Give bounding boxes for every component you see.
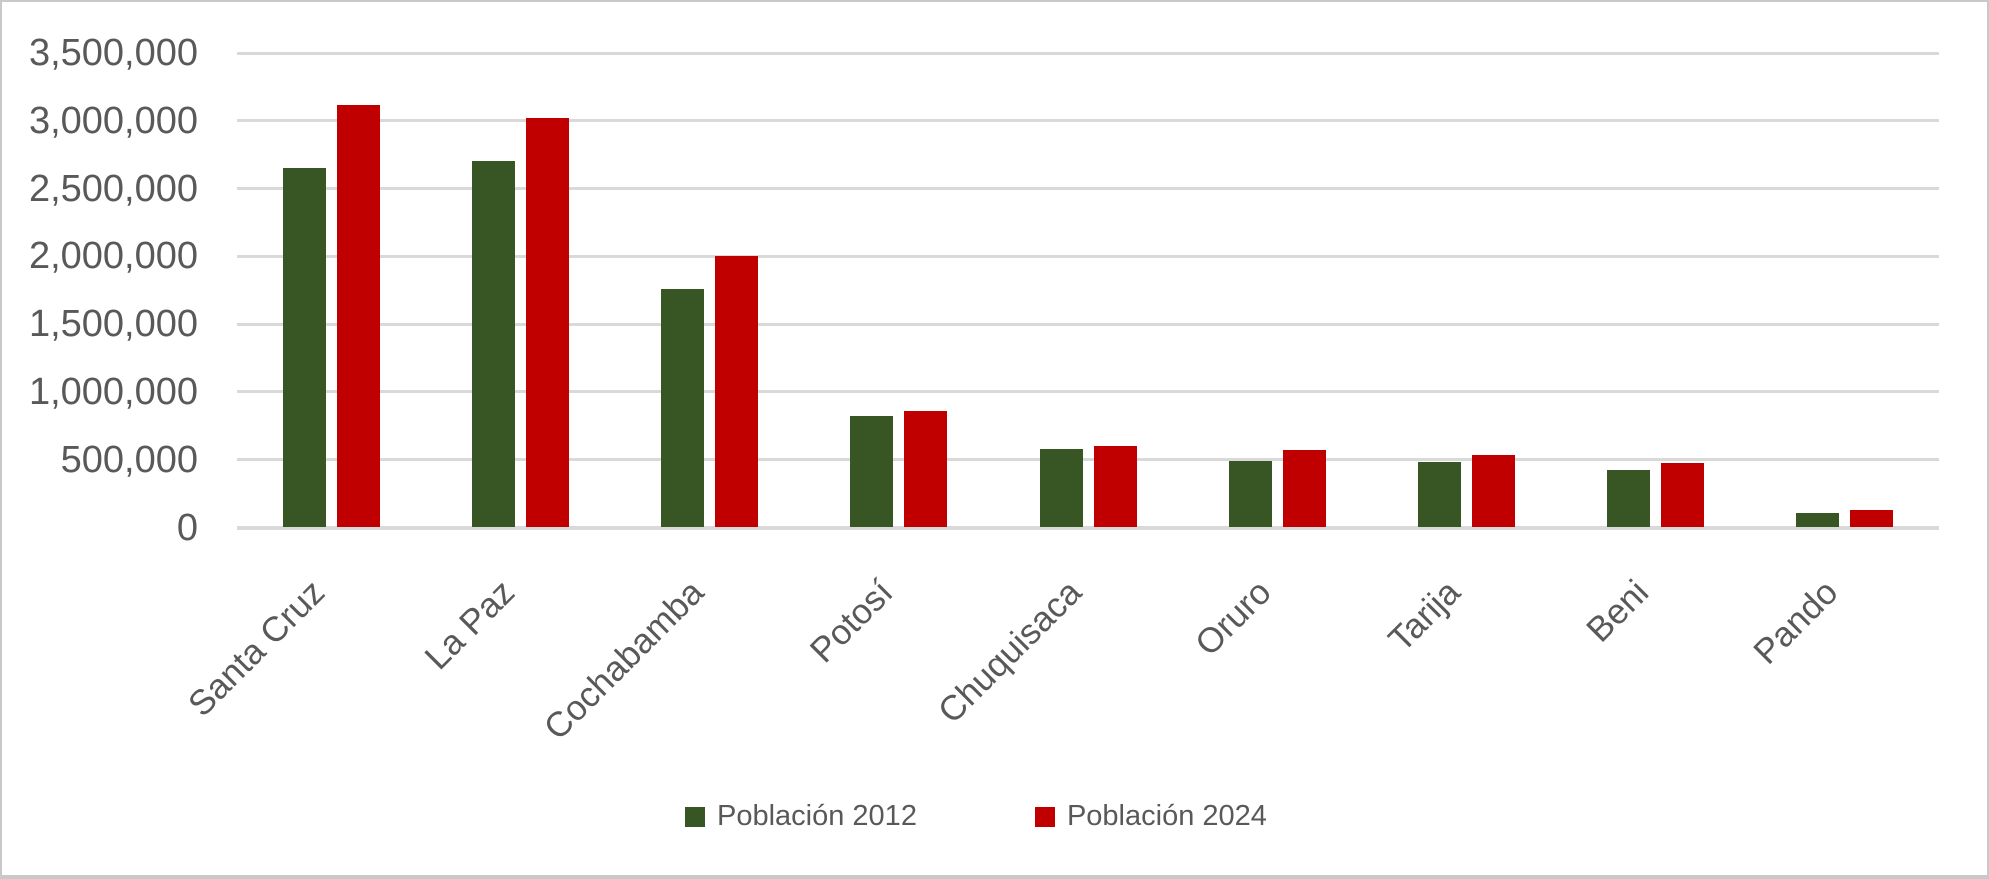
y-gridline (237, 51, 1939, 55)
bar-poblacion-2012-potosi (850, 415, 894, 528)
category-label-text: Chuquisaca (930, 572, 1090, 731)
bar-poblacion-2024-potosi (904, 411, 948, 528)
y-gridline (237, 458, 1939, 462)
y-gridline (237, 322, 1939, 326)
y-axis-tick-label: 0 (176, 506, 198, 549)
y-axis-tick-label: 3,500,000 (28, 32, 198, 74)
y-axis-tick-label: 500,000 (60, 438, 198, 481)
bar-poblacion-2024-chuquisaca (1093, 446, 1137, 528)
category-label-text: Tarija (1380, 572, 1468, 660)
legend-swatch-poblacion-2012 (685, 806, 705, 827)
category-label-text: Pando (1746, 572, 1846, 672)
x-axis-line (237, 525, 1939, 530)
bar-poblacion-2024-tarija (1471, 455, 1515, 528)
y-gridline (237, 254, 1939, 258)
y-gridline (237, 187, 1939, 191)
bar-poblacion-2012-tarija (1417, 462, 1461, 528)
bar-poblacion-2024-cochabamba (715, 255, 759, 528)
bar-poblacion-2012-pando (1795, 512, 1839, 528)
legend-label: Población 2012 (717, 800, 917, 832)
y-axis-tick-label: 1,000,000 (28, 370, 198, 413)
y-gridline (237, 390, 1939, 394)
y-axis-tick-label: 1,500,000 (28, 303, 198, 346)
legend-label: Población 2024 (1066, 800, 1267, 832)
bar-poblacion-2024-la-paz (526, 117, 570, 528)
category-label-text: Oruro (1187, 572, 1279, 664)
category-label-text: Santa Cruz (181, 572, 333, 724)
category-label-text: Potosí (802, 572, 901, 671)
bar-poblacion-2012-la-paz (472, 160, 516, 528)
bar-poblacion-2012-beni (1606, 470, 1650, 528)
category-label-text: Beni (1579, 572, 1657, 650)
category-label-text: La Paz (417, 572, 522, 678)
y-axis-tick-label: 2,000,000 (28, 235, 198, 278)
y-axis-tick-label: 3,000,000 (28, 99, 198, 142)
y-gridline (237, 119, 1939, 123)
legend-item-poblacion-2012: Población 2012 (685, 802, 917, 831)
bar-poblacion-2012-oruro (1228, 460, 1272, 528)
legend-item-poblacion-2024: Población 2024 (1034, 800, 1267, 832)
y-axis-tick-label: 2,500,000 (28, 167, 198, 210)
bar-poblacion-2012-santa-cruz (283, 167, 327, 528)
bar-poblacion-2024-oruro (1282, 450, 1326, 528)
bar-poblacion-2024-beni (1660, 462, 1704, 528)
bar-poblacion-2024-santa-cruz (337, 105, 381, 528)
category-label-text: Cochabamba (536, 572, 711, 748)
bar-poblacion-2024-pando (1849, 509, 1893, 528)
legend-swatch-poblacion-2024 (1034, 806, 1055, 827)
bar-poblacion-2012-chuquisaca (1039, 449, 1083, 528)
chart-legend: Población 2012 Población 2024 (685, 802, 1267, 831)
bar-poblacion-2012-cochabamba (661, 289, 705, 528)
